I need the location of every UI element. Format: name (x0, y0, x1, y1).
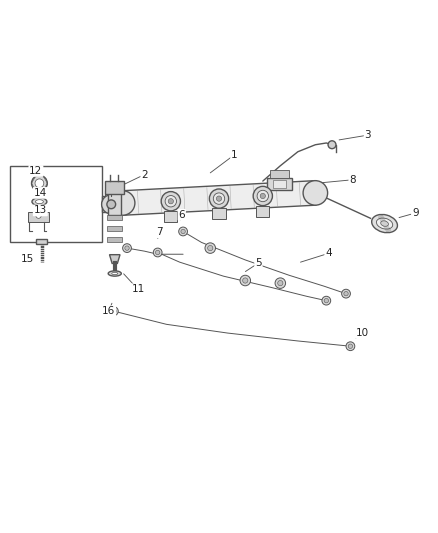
Circle shape (155, 251, 160, 255)
Polygon shape (110, 255, 120, 263)
Circle shape (257, 190, 268, 201)
Text: 1: 1 (231, 150, 238, 160)
Text: 12: 12 (29, 166, 42, 176)
Circle shape (205, 243, 215, 253)
Circle shape (102, 195, 121, 214)
Polygon shape (122, 181, 316, 215)
Ellipse shape (32, 198, 47, 206)
Circle shape (278, 280, 283, 286)
Bar (256, 206, 269, 216)
Text: 4: 4 (325, 248, 332, 259)
Ellipse shape (35, 200, 43, 204)
Ellipse shape (381, 221, 389, 227)
Bar (107, 237, 122, 241)
Text: 13: 13 (34, 205, 47, 215)
Circle shape (209, 189, 229, 208)
Circle shape (344, 292, 348, 296)
Ellipse shape (372, 214, 397, 233)
Circle shape (112, 309, 116, 313)
Circle shape (303, 181, 328, 205)
Text: 10: 10 (356, 328, 369, 338)
Bar (108, 193, 121, 215)
Bar (10, 166, 102, 243)
Text: 16: 16 (102, 306, 115, 316)
Bar (270, 169, 289, 177)
Circle shape (328, 141, 336, 149)
Circle shape (32, 175, 47, 191)
Circle shape (123, 244, 131, 253)
Circle shape (216, 196, 222, 201)
Text: 9: 9 (412, 208, 419, 218)
Bar (273, 180, 286, 188)
Circle shape (324, 298, 328, 303)
Circle shape (213, 193, 225, 204)
Circle shape (243, 278, 248, 283)
Circle shape (348, 344, 353, 349)
Circle shape (110, 307, 118, 316)
Circle shape (322, 296, 331, 305)
Circle shape (253, 187, 272, 206)
Text: 2: 2 (141, 169, 148, 180)
Circle shape (346, 342, 355, 351)
Circle shape (35, 179, 44, 188)
Text: 7: 7 (156, 228, 163, 237)
Text: 8: 8 (349, 175, 356, 185)
Bar (164, 211, 177, 222)
Circle shape (179, 227, 187, 236)
Bar (102, 197, 119, 212)
Text: 5: 5 (255, 258, 262, 268)
Text: 14: 14 (34, 188, 47, 198)
Circle shape (240, 275, 251, 286)
Circle shape (110, 191, 135, 215)
Circle shape (260, 193, 265, 199)
Text: 11: 11 (131, 284, 145, 294)
Bar (107, 215, 122, 220)
Bar (28, 212, 49, 222)
Circle shape (208, 246, 213, 251)
Circle shape (168, 199, 173, 204)
Ellipse shape (376, 218, 393, 229)
Circle shape (165, 196, 177, 207)
Circle shape (153, 248, 162, 257)
Bar (36, 239, 47, 244)
Circle shape (36, 213, 41, 219)
Circle shape (181, 229, 185, 233)
Bar (105, 181, 124, 194)
Circle shape (161, 191, 180, 211)
Circle shape (107, 200, 116, 209)
Circle shape (275, 278, 286, 288)
Text: 6: 6 (178, 210, 185, 220)
Ellipse shape (108, 271, 121, 276)
Circle shape (125, 246, 129, 251)
Bar (107, 226, 122, 231)
Ellipse shape (112, 272, 118, 274)
Bar (267, 177, 292, 190)
Text: 3: 3 (364, 130, 371, 140)
Text: 15: 15 (21, 254, 34, 264)
Bar (212, 208, 226, 219)
Circle shape (342, 289, 350, 298)
